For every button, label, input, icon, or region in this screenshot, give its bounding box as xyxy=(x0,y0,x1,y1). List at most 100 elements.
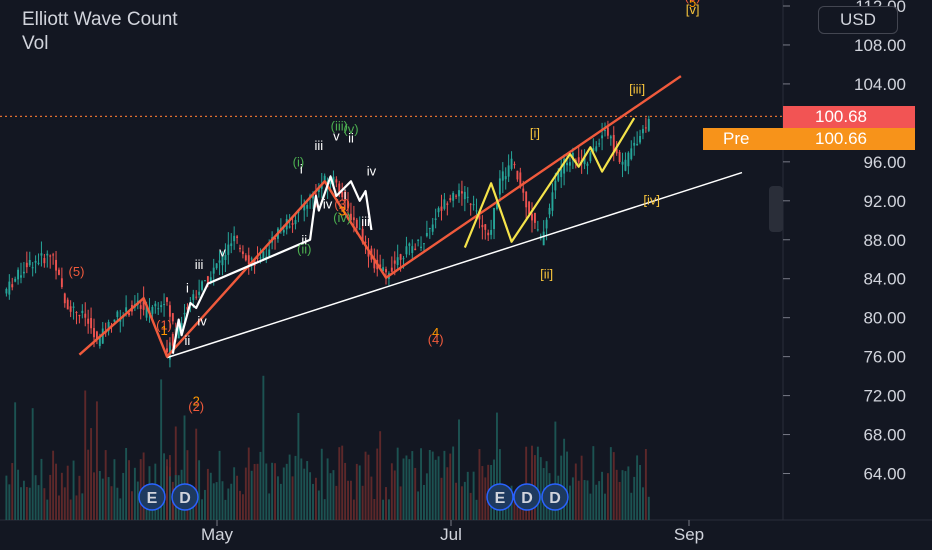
volume-bar xyxy=(43,488,46,520)
volume-bar xyxy=(621,470,624,520)
volume-bar xyxy=(370,476,373,520)
candle-body xyxy=(411,246,414,254)
volume-bar xyxy=(387,499,390,520)
volume-bar xyxy=(615,469,618,520)
candle-body xyxy=(592,148,595,152)
candle-body xyxy=(256,257,259,259)
candle-body xyxy=(247,255,250,265)
price-tick-label: 96.00 xyxy=(863,153,906,172)
earnings-icon[interactable]: E xyxy=(486,483,514,511)
volume-bar xyxy=(201,499,203,520)
candle-body xyxy=(434,218,437,220)
volume-bar xyxy=(440,477,443,520)
dividend-icon[interactable]: D xyxy=(541,483,569,511)
candle-body xyxy=(22,271,25,274)
earnings-icon[interactable]: E xyxy=(138,483,166,511)
volume-bar xyxy=(131,491,133,520)
volume-bar xyxy=(274,463,276,520)
candle-body xyxy=(142,298,145,310)
dividend-icon[interactable]: D xyxy=(513,483,541,511)
candle-body xyxy=(513,163,516,166)
volume-bar xyxy=(34,475,37,520)
currency-button[interactable]: USD xyxy=(818,6,898,34)
candle-body xyxy=(367,249,370,257)
volume-bar xyxy=(5,475,8,520)
wave-label: iv xyxy=(323,197,333,212)
wave-label: ii xyxy=(301,233,307,248)
candle-body xyxy=(583,155,586,165)
dividend-icon[interactable]: D xyxy=(171,483,199,511)
candle-body xyxy=(443,199,446,209)
volume-bar xyxy=(297,412,300,520)
volume-bar xyxy=(66,465,69,520)
volume-bar xyxy=(314,477,317,520)
wave-label: v xyxy=(333,128,340,143)
indicator-legend: Elliott Wave Count Vol xyxy=(22,8,178,56)
volume-bar xyxy=(624,471,627,520)
volume-bar xyxy=(563,438,566,520)
wave-label: iii xyxy=(315,138,324,153)
chart-title: Elliott Wave Count xyxy=(22,9,178,30)
candle-body xyxy=(90,318,93,329)
candle-body xyxy=(201,281,203,290)
volume-bar xyxy=(355,463,358,520)
candle-body xyxy=(560,168,563,178)
candle-body xyxy=(320,184,323,189)
candle-body xyxy=(98,335,101,347)
volume-bar xyxy=(385,487,387,520)
volume-bar xyxy=(446,467,449,520)
volume-bar xyxy=(329,473,332,520)
candle-body xyxy=(25,262,28,268)
wave-label: (1) xyxy=(156,317,172,332)
volume-bar xyxy=(174,426,177,520)
candle-body xyxy=(145,306,148,318)
volume-bar xyxy=(566,451,568,520)
candle-body xyxy=(183,312,186,315)
candle-body xyxy=(14,278,17,282)
wave-label: iii xyxy=(195,257,204,272)
candle-body xyxy=(364,241,367,243)
candle-body xyxy=(66,299,69,310)
volume-bar xyxy=(227,488,230,520)
volume-bar xyxy=(31,408,34,520)
volume-bar xyxy=(618,481,621,520)
candle-body xyxy=(601,135,604,139)
volume-bar xyxy=(244,467,247,520)
volume-bar xyxy=(379,431,382,520)
volume-bar xyxy=(358,465,361,520)
candle-body xyxy=(431,224,434,232)
candle-body xyxy=(52,254,55,256)
scale-drag-handle[interactable] xyxy=(769,186,783,232)
candle-body xyxy=(206,276,209,285)
volume-bar xyxy=(507,498,510,520)
volume-bar xyxy=(496,412,498,520)
volume-bar xyxy=(128,460,130,520)
volume-bar xyxy=(341,445,344,520)
volume-bar xyxy=(58,495,60,520)
volume-bar xyxy=(367,454,370,520)
event-marker-letter: E xyxy=(147,490,158,507)
candle-body xyxy=(475,210,478,212)
volume-bar xyxy=(183,415,186,520)
candle-body xyxy=(347,201,349,209)
time-axis[interactable]: May Jul Sep xyxy=(201,520,704,544)
volume-bar xyxy=(209,472,212,520)
volume-bar xyxy=(352,499,355,520)
volume-bar xyxy=(350,480,352,520)
price-axis[interactable]: 112.00108.00104.00100.0096.0092.0088.008… xyxy=(783,0,906,484)
candle-body xyxy=(425,232,428,237)
candle-body xyxy=(437,208,440,213)
wave-label: (2) xyxy=(188,399,204,414)
candle-body xyxy=(239,247,241,250)
time-tick-label: May xyxy=(201,525,234,544)
volume-bar xyxy=(420,448,422,520)
candle-body xyxy=(215,263,218,269)
candle-body xyxy=(624,159,627,171)
volume-bar xyxy=(472,471,475,520)
wave-label: 5 xyxy=(689,0,696,10)
volume-bar xyxy=(52,450,55,520)
volume-bar xyxy=(569,485,571,520)
volume-bar xyxy=(20,487,22,520)
